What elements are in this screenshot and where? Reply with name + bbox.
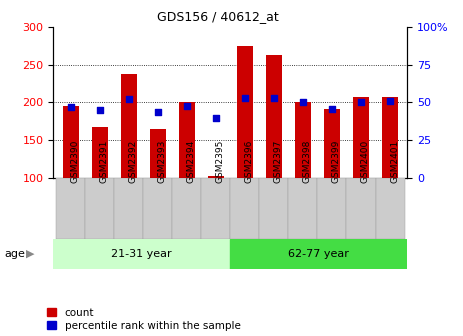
Bar xyxy=(208,176,224,178)
Bar xyxy=(375,178,405,239)
Text: 62-77 year: 62-77 year xyxy=(288,249,349,259)
Bar xyxy=(346,178,375,239)
Point xyxy=(125,97,132,102)
Bar xyxy=(121,74,137,178)
Text: GSM2400: GSM2400 xyxy=(361,140,370,183)
Text: GSM2397: GSM2397 xyxy=(274,139,283,183)
Bar xyxy=(382,97,398,178)
Point xyxy=(212,115,219,120)
Point xyxy=(299,100,307,105)
Bar xyxy=(201,178,231,239)
Bar xyxy=(231,239,407,269)
Bar xyxy=(143,178,172,239)
Text: GSM2391: GSM2391 xyxy=(100,139,109,183)
Point xyxy=(96,108,103,113)
Bar xyxy=(353,97,369,178)
Bar xyxy=(266,55,282,178)
Point xyxy=(241,95,249,101)
Bar xyxy=(114,178,143,239)
Bar xyxy=(318,178,346,239)
Point xyxy=(357,100,365,105)
Point xyxy=(183,103,190,108)
Bar xyxy=(295,102,311,178)
Bar xyxy=(172,178,201,239)
Text: GSM2392: GSM2392 xyxy=(129,140,138,183)
Text: GSM2395: GSM2395 xyxy=(216,139,225,183)
Point xyxy=(154,109,162,114)
Point xyxy=(270,95,278,101)
Bar xyxy=(92,127,108,178)
Text: age: age xyxy=(5,249,25,259)
Bar xyxy=(324,109,340,178)
Bar xyxy=(63,106,79,178)
Point xyxy=(328,106,336,111)
Text: GSM2398: GSM2398 xyxy=(303,139,312,183)
Text: GSM2396: GSM2396 xyxy=(245,139,254,183)
Point xyxy=(67,104,75,110)
Bar xyxy=(53,239,231,269)
Bar xyxy=(56,178,85,239)
Bar xyxy=(259,178,288,239)
Bar xyxy=(231,178,259,239)
Text: GSM2399: GSM2399 xyxy=(332,139,341,183)
Text: GSM2394: GSM2394 xyxy=(187,140,196,183)
Text: GSM2390: GSM2390 xyxy=(71,139,80,183)
Text: GSM2401: GSM2401 xyxy=(390,140,399,183)
Text: GSM2393: GSM2393 xyxy=(158,139,167,183)
Bar xyxy=(288,178,318,239)
Bar xyxy=(179,102,195,178)
Text: ▶: ▶ xyxy=(26,249,34,259)
Bar xyxy=(85,178,114,239)
Legend: count, percentile rank within the sample: count, percentile rank within the sample xyxy=(47,308,240,331)
Text: 21-31 year: 21-31 year xyxy=(112,249,172,259)
Point xyxy=(386,98,394,104)
Text: GDS156 / 40612_at: GDS156 / 40612_at xyxy=(157,10,278,23)
Bar xyxy=(150,129,166,178)
Bar xyxy=(237,46,253,178)
